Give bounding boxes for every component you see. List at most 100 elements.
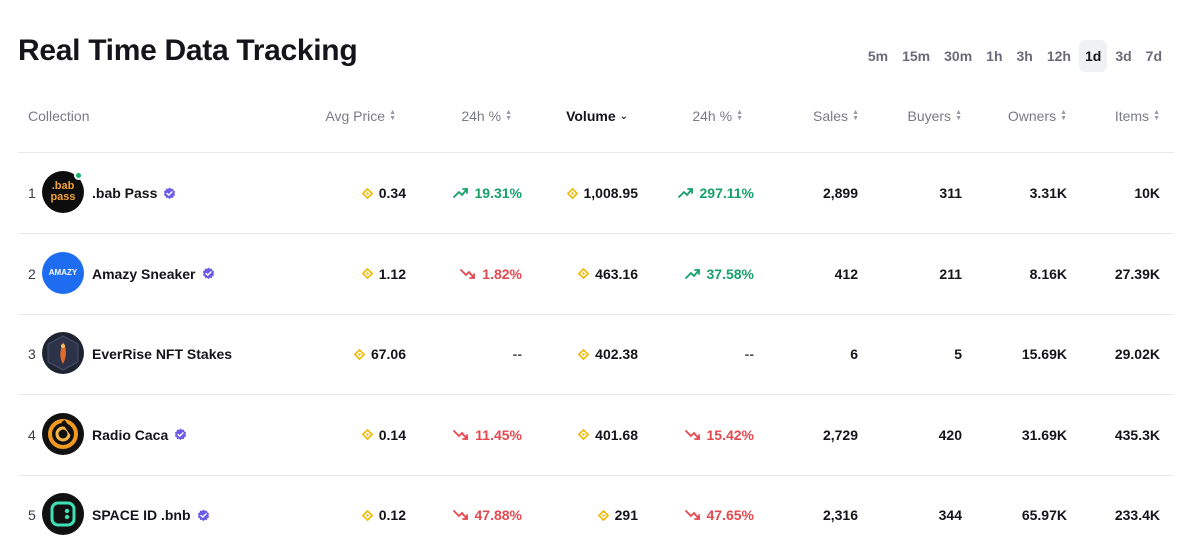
items: 29.02K (1114, 346, 1160, 362)
avg-price-value: 1.12 (378, 265, 406, 282)
owners: 31.69K (1021, 426, 1067, 443)
time-range-3d[interactable]: 3d (1115, 48, 1132, 64)
price-change: -- (513, 314, 522, 394)
buyers: 344 (938, 507, 962, 523)
column-header-label: Owners (1007, 108, 1057, 124)
sort-icon: ▲ ▼ (505, 109, 512, 122)
price-change: 19.31% (452, 153, 522, 233)
volume-change-value: 15.42% (706, 426, 754, 443)
sales: 2,316 (822, 507, 858, 523)
volume-value: 1,008.95 (583, 185, 639, 201)
time-range-12h[interactable]: 12h (1046, 48, 1071, 64)
bnb-icon (578, 429, 590, 440)
table-row[interactable]: 3 EverRise NFT Stakes 67.06 -- 402.38 --… (18, 314, 1174, 394)
collection-name-label: SPACE ID .bnb (92, 507, 191, 523)
sort-icon: ▲ ▼ (1153, 109, 1160, 122)
column-header-items[interactable]: Items ▲ ▼ (1115, 96, 1160, 136)
column-header-label: Sales (813, 108, 849, 124)
volume: 401.68 (578, 395, 638, 475)
time-range-7d[interactable]: 7d (1145, 48, 1162, 64)
collection-name-label: EverRise NFT Stakes (92, 346, 233, 362)
time-range-5m[interactable]: 5m (867, 48, 889, 64)
buyers: 311 (939, 185, 962, 201)
verified-badge-icon (175, 428, 187, 441)
avg-price-value: 0.14 (378, 426, 406, 443)
column-header-price-change[interactable]: 24h % ▲ ▼ (461, 96, 512, 136)
volume-value: 402.38 (595, 346, 638, 362)
table-row[interactable]: 4 Radio Caca 0.14 11.45% 401.68 15.42% 2… (18, 395, 1174, 475)
table-row[interactable]: 5 SPACE ID .bnb 0.12 47.88% 291 47.65% 2… (18, 475, 1174, 553)
volume: 463.16 (578, 234, 638, 314)
time-range-1d[interactable]: 1d (1078, 40, 1108, 72)
collection-name[interactable]: Radio Caca (92, 395, 187, 475)
items: 435.3K (1114, 426, 1160, 443)
price-change-value: 1.82% (482, 265, 522, 282)
rank: 5 (28, 507, 36, 523)
sales: 6 (850, 346, 858, 362)
time-range-15m[interactable]: 15m (902, 48, 931, 64)
volume: 402.38 (578, 314, 638, 394)
radio-caca-logo (42, 412, 84, 455)
column-header-label: Collection (28, 108, 90, 124)
avg-price-value: 0.12 (378, 507, 406, 523)
online-indicator-icon (74, 171, 83, 180)
volume-value: 401.68 (595, 426, 638, 443)
column-header-label: 24h % (692, 108, 733, 124)
avg-price-value: 0.34 (378, 185, 406, 201)
everrise-logo (42, 332, 84, 374)
trend-down-icon (460, 268, 476, 279)
column-header-sales[interactable]: Sales ▲ ▼ (813, 96, 859, 136)
volume-change-value: -- (744, 346, 754, 362)
buyers: 5 (954, 346, 962, 362)
collection-name[interactable]: EverRise NFT Stakes (92, 314, 232, 394)
amazy-logo: AMAZY (42, 251, 84, 294)
trend-up-icon (452, 188, 468, 198)
trend-up-icon (677, 188, 693, 198)
column-header-volume[interactable]: Volume ⌄ (566, 96, 628, 136)
row-divider (18, 474, 1174, 476)
table-row[interactable]: 2 AMAZY Amazy Sneaker 1.12 1.82% 463.16 … (18, 234, 1174, 314)
collection-name-label: Amazy Sneaker (92, 265, 196, 282)
collection-name[interactable]: .bab Pass (92, 153, 176, 233)
collection-name[interactable]: Amazy Sneaker (92, 234, 215, 314)
avg-price: 0.34 (361, 153, 406, 233)
verified-badge-icon (197, 509, 209, 521)
rank: 4 (28, 426, 36, 443)
price-change-value: 47.88% (474, 507, 522, 523)
row-divider (18, 394, 1174, 395)
column-header-label: Items (1114, 108, 1150, 124)
sales: 412 (834, 265, 858, 282)
divider (18, 152, 1174, 153)
owners: 8.16K (1029, 265, 1067, 282)
column-header-buyers[interactable]: Buyers ▲ ▼ (907, 96, 962, 136)
volume-change: -- (745, 314, 754, 394)
collection-name-label: .bab Pass (92, 185, 158, 201)
column-header-volume-change[interactable]: 24h % ▲ ▼ (692, 96, 743, 136)
time-range-30m[interactable]: 30m (944, 48, 973, 64)
volume-change: 47.65% (684, 475, 754, 553)
column-header-label: Buyers (907, 108, 952, 124)
collection-name[interactable]: SPACE ID .bnb (92, 475, 210, 553)
bnb-icon (361, 509, 373, 521)
chevron-down-icon: ⌄ (619, 110, 628, 122)
column-header-owners[interactable]: Owners ▲ ▼ (1008, 96, 1067, 136)
price-change: 47.88% (452, 475, 522, 553)
volume-change: 37.58% (684, 234, 754, 314)
items: 27.39K (1114, 265, 1160, 282)
avg-price: 67.06 (353, 314, 406, 394)
avg-price: 1.12 (361, 234, 406, 314)
sort-icon: ▲ ▼ (736, 109, 743, 122)
table-header: Collection Avg Price ▲ ▼ 24h % ▲ ▼ Volume … (18, 96, 1174, 136)
table-row[interactable]: 1 .bab pass .bab Pass 0.34 19.31% 1,008.… (18, 153, 1174, 233)
avg-price: 0.12 (361, 475, 406, 553)
rank: 2 (28, 265, 36, 282)
price-change-value: 19.31% (474, 185, 522, 201)
volume-value: 463.16 (595, 265, 638, 282)
bab-pass-logo: .bab pass (42, 171, 84, 213)
row-divider (18, 313, 1174, 315)
bnb-icon (361, 429, 373, 440)
column-header-avg-price[interactable]: Avg Price ▲ ▼ (325, 96, 396, 136)
sort-icon: ▲ ▼ (955, 109, 962, 122)
time-range-3h[interactable]: 3h (1016, 48, 1033, 64)
time-range-1h[interactable]: 1h (986, 48, 1003, 64)
